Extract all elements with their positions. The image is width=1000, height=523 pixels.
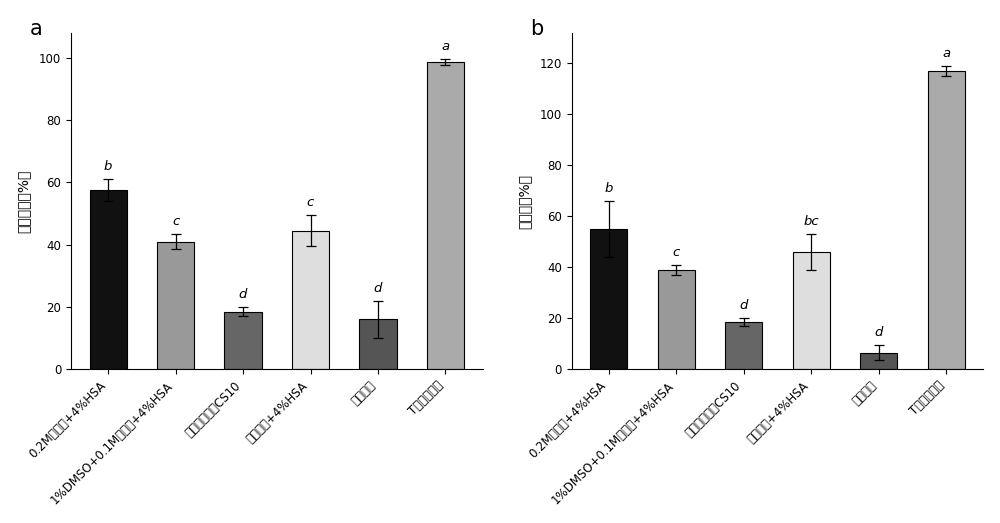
Text: a: a [942,47,950,60]
Y-axis label: 相对活率（%）: 相对活率（%） [17,169,31,233]
Text: c: c [673,246,680,259]
Text: d: d [875,326,883,339]
Y-axis label: 回收率（%）: 回收率（%） [517,174,531,229]
Bar [725,322,762,369]
Bar [157,242,194,369]
Bar [292,231,329,369]
Text: c: c [172,215,179,228]
Bar [359,320,397,369]
Bar [928,71,965,369]
Text: a: a [441,40,450,53]
Text: d: d [740,299,748,312]
Text: a: a [30,19,43,39]
Text: c: c [307,196,314,209]
Bar [658,270,695,369]
Text: bc: bc [803,215,819,228]
Text: b: b [605,182,613,195]
Text: d: d [239,288,247,301]
Bar [793,252,830,369]
Bar [427,62,464,369]
Text: b: b [104,160,112,173]
Text: d: d [374,282,382,295]
Text: b: b [531,19,544,39]
Bar [90,190,127,369]
Bar [860,353,897,369]
Bar [590,229,627,369]
Bar [224,312,262,369]
